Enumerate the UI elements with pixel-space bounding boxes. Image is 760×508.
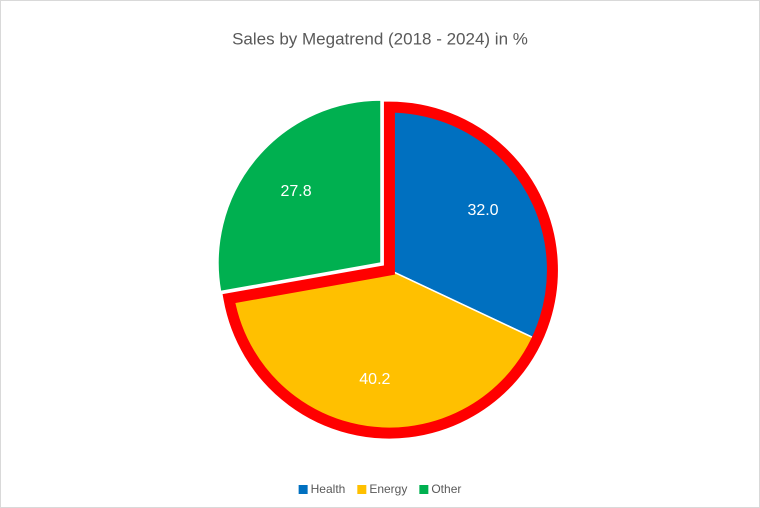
pie-slice xyxy=(217,99,382,293)
legend-swatch xyxy=(298,485,308,494)
legend: Health Energy Other xyxy=(298,482,461,496)
legend-label: Health xyxy=(311,482,346,496)
legend-swatch xyxy=(357,485,367,494)
data-label: 27.8 xyxy=(280,183,311,200)
data-label: 40.2 xyxy=(359,371,390,388)
legend-swatch xyxy=(419,485,429,494)
data-label: 32.0 xyxy=(467,202,498,219)
chart-title: Sales by Megatrend (2018 - 2024) in % xyxy=(232,29,528,48)
legend-label: Energy xyxy=(369,482,407,496)
highlight-outline xyxy=(222,101,558,439)
legend-label: Other xyxy=(431,482,461,496)
